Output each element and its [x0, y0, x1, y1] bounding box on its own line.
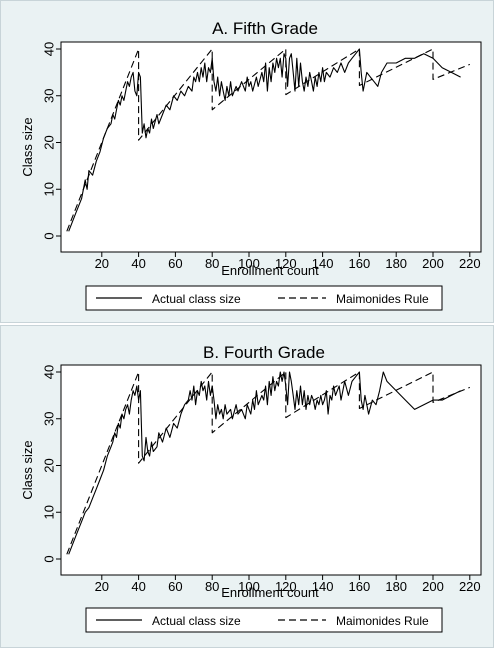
- series-actual-class-size: [68, 371, 461, 555]
- legend: Actual class size Maimonides Rule: [85, 607, 443, 633]
- y-tick-label: 10: [42, 505, 57, 519]
- x-tick-label: 160: [349, 256, 371, 271]
- legend: Actual class size Maimonides Rule: [85, 285, 443, 311]
- y-tick-label: 30: [42, 89, 57, 103]
- y-axis-label: Class size: [20, 117, 35, 176]
- legend-label-actual: Actual class size: [152, 292, 241, 306]
- y-axis-ticks: 0 10 20 30 40: [42, 42, 61, 240]
- x-tick-label: 20: [95, 256, 109, 271]
- legend-box: [85, 285, 443, 311]
- panel-fourth-grade: B. Fourth Grade 0 10 20 30 40 20 40 60 80 100 120…: [0, 325, 494, 648]
- y-tick-label: 40: [42, 42, 57, 56]
- x-tick-label: 60: [168, 256, 182, 271]
- x-tick-label: 220: [459, 256, 481, 271]
- x-tick-label: 100: [238, 256, 260, 271]
- series-actual-class-size: [68, 48, 461, 232]
- x-tick-label: 100: [238, 579, 260, 594]
- series-maimonides-rule: [66, 48, 471, 232]
- x-tick-label: 200: [422, 256, 444, 271]
- x-axis-label: Enrollment count: [221, 263, 319, 278]
- y-tick-label: 10: [42, 182, 57, 196]
- x-tick-label: 140: [312, 256, 334, 271]
- plot-area: [60, 41, 482, 253]
- legend-label-rule: Maimonides Rule: [336, 292, 429, 306]
- series-group: [66, 48, 471, 232]
- x-axis-ticks: 20 40 60 80 100 120 140 160 180 200 220: [95, 575, 481, 594]
- x-tick-label: 80: [205, 579, 219, 594]
- y-tick-label: 40: [42, 365, 57, 379]
- panel-fifth-grade: A. Fifth Grade 0 10 20 30 40 20 40 60 80 100 120 1…: [0, 0, 494, 323]
- y-tick-label: 20: [42, 458, 57, 472]
- chart-title: A. Fifth Grade: [212, 19, 318, 38]
- x-axis-label: Enrollment count: [221, 585, 319, 600]
- legend-label-rule: Maimonides Rule: [336, 614, 429, 628]
- y-axis-ticks: 0 10 20 30 40: [42, 365, 61, 563]
- y-tick-label: 20: [42, 135, 57, 149]
- chart-title: B. Fourth Grade: [203, 343, 325, 362]
- x-tick-label: 80: [205, 256, 219, 271]
- x-tick-label: 120: [275, 256, 297, 271]
- x-tick-label: 220: [459, 579, 481, 594]
- x-tick-label: 180: [385, 256, 407, 271]
- x-tick-label: 60: [168, 579, 182, 594]
- x-tick-label: 180: [385, 579, 407, 594]
- series-group: [66, 371, 471, 555]
- y-tick-label: 0: [42, 555, 57, 562]
- x-tick-label: 120: [275, 579, 297, 594]
- x-tick-label: 40: [131, 579, 145, 594]
- x-tick-label: 20: [95, 579, 109, 594]
- series-maimonides-rule: [66, 371, 471, 555]
- y-tick-label: 30: [42, 412, 57, 426]
- legend-label-actual: Actual class size: [152, 614, 241, 628]
- plot-area: [60, 364, 482, 576]
- x-tick-label: 160: [349, 579, 371, 594]
- y-axis-label: Class size: [20, 440, 35, 499]
- legend-box: [85, 607, 443, 633]
- x-tick-label: 140: [312, 579, 334, 594]
- x-tick-label: 40: [131, 256, 145, 271]
- x-tick-label: 200: [422, 579, 444, 594]
- y-tick-label: 0: [42, 232, 57, 239]
- x-axis-ticks: 20 40 60 80 100 120 140 160 180 200 220: [95, 252, 481, 271]
